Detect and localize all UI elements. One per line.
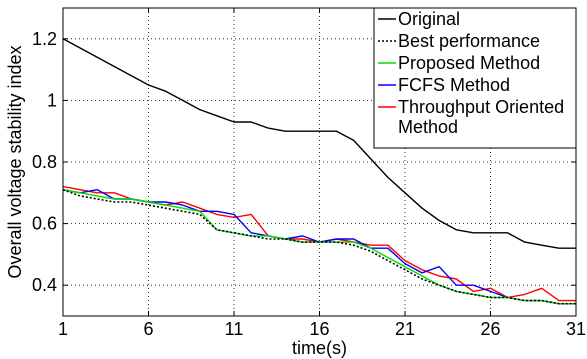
legend-label: Proposed Method bbox=[398, 53, 540, 73]
x-tick-label: 21 bbox=[395, 319, 415, 339]
x-tick-label: 26 bbox=[480, 319, 500, 339]
legend-label: Original bbox=[398, 9, 460, 29]
y-axis-label: Overall voltage stability index bbox=[5, 45, 25, 278]
legend-label: Method bbox=[398, 117, 458, 137]
legend-label: Best performance bbox=[398, 31, 540, 51]
series-line-throughput-oriented-method bbox=[62, 185, 576, 302]
legend-box bbox=[373, 7, 577, 149]
y-tick-label: 0.4 bbox=[32, 275, 57, 295]
series-line-proposed-method bbox=[62, 189, 576, 305]
x-tick-label: 16 bbox=[309, 319, 329, 339]
x-tick-label: 1 bbox=[58, 319, 68, 339]
y-tick-label: 1.2 bbox=[32, 29, 57, 49]
series-line-best-performance bbox=[62, 188, 576, 305]
y-tick-label: 0.6 bbox=[32, 214, 57, 234]
y-tick-label: 1 bbox=[47, 90, 57, 110]
x-tick-label: 11 bbox=[225, 319, 244, 339]
x-axis-label: time(s) bbox=[292, 338, 347, 358]
series-line-original bbox=[62, 38, 576, 249]
series-line-fcfs-method bbox=[62, 188, 576, 305]
legend-label: FCFS Method bbox=[398, 75, 510, 95]
legend-label: Throughput Oriented bbox=[398, 97, 564, 117]
x-tick-label: 6 bbox=[143, 319, 153, 339]
y-tick-label: 0.8 bbox=[32, 152, 57, 172]
x-tick-label: 31 bbox=[566, 319, 586, 339]
series-lines bbox=[62, 38, 576, 305]
